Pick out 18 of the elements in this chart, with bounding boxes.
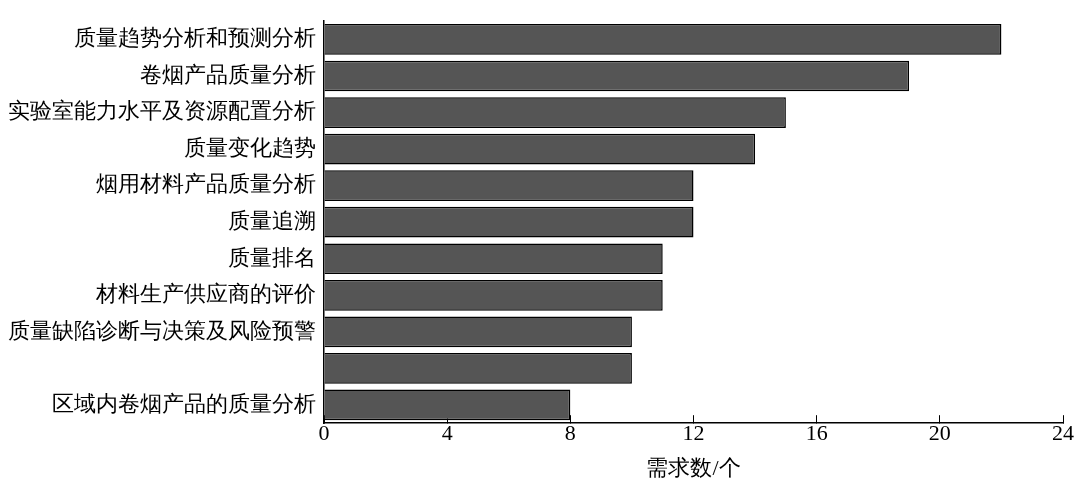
y-tick-label: 质量趋势分析和预测分析	[74, 25, 316, 51]
x-tick-label: 8	[564, 420, 576, 446]
x-tick-label: 20	[928, 420, 951, 446]
x-tick-label: 16	[805, 420, 828, 446]
x-tick-label: 4	[441, 420, 453, 446]
x-axis-title: 需求数/个	[646, 454, 741, 480]
y-tick-label: 卷烟产品质量分析	[140, 61, 316, 87]
y-tick-label: 实验室能力水平及资源配置分析	[8, 98, 316, 124]
y-tick-label: 区域内卷烟产品的质量分析	[52, 390, 316, 416]
y-tick-label: 烟用材料产品质量分析	[96, 171, 316, 197]
y-tick-label: 质量缺陷诊断与决策及风险预警	[8, 317, 316, 343]
x-tick-label: 24	[1052, 420, 1074, 446]
y-tick-label: 材料生产供应商的评价	[95, 281, 316, 307]
y-tick-label: 质量变化趋势	[184, 134, 316, 160]
x-tick-label: 12	[682, 420, 705, 446]
x-tick-label: 0	[318, 420, 330, 446]
y-tick-label: 质量排名	[228, 244, 316, 270]
y-tick-label: 质量追溯	[228, 207, 316, 233]
